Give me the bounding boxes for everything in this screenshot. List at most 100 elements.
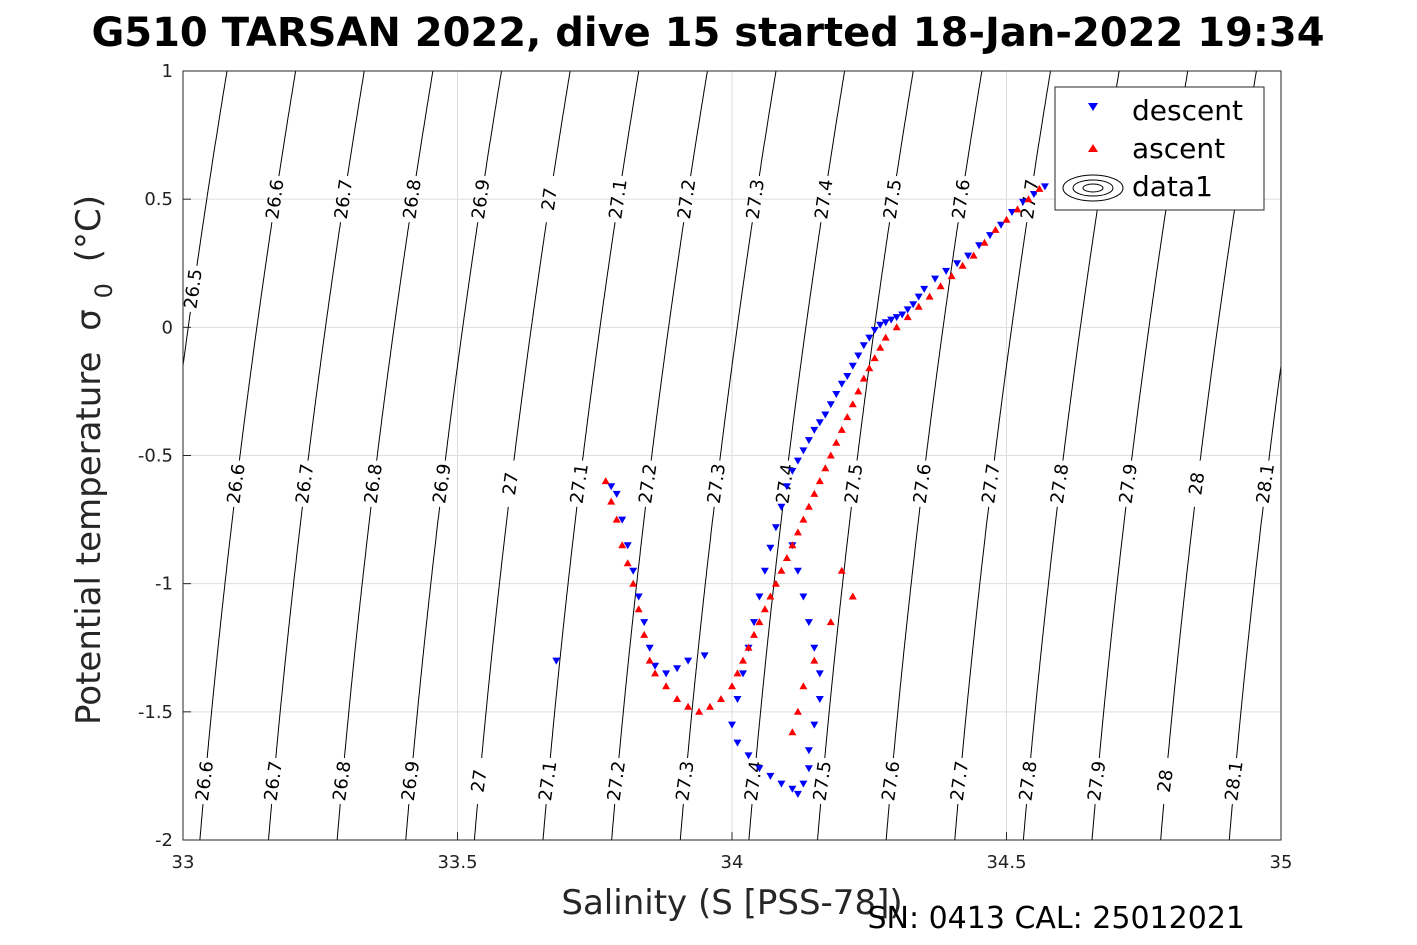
density-contour-label: 28: [1185, 471, 1209, 497]
density-contour-label: 26.9: [468, 178, 494, 221]
density-contour-line: [817, 71, 914, 840]
density-contour-labels: 26.6 26.7 26.8 26.9 27 27.1 27.2 27.3 27.4 27.5 27…: [180, 178, 1279, 802]
ascent-point: [607, 497, 616, 505]
density-contour-line: [336, 71, 434, 840]
density-contour-label: 28.1: [1221, 760, 1247, 803]
ascent-point: [799, 682, 808, 690]
descent-point: [629, 567, 638, 575]
descent-point: [953, 260, 962, 268]
ascent-point: [859, 374, 868, 382]
descent-point: [766, 544, 775, 552]
y-tick-label: -1.5: [138, 702, 173, 723]
density-contour-label: 26.8: [329, 760, 355, 803]
svg-text:Potential temperature σ: Potential temperature σ 0 (°C): [69, 195, 121, 725]
density-contour-label: 27.1: [535, 760, 561, 803]
density-contour-label: 27.5: [880, 178, 906, 221]
descent-point: [810, 644, 819, 652]
density-contour-label: 26.6: [192, 760, 218, 803]
y-axis-label: Potential temperature σ 0 (°C): [69, 195, 121, 725]
ascent-point: [1002, 215, 1011, 223]
ascent-point: [969, 251, 978, 259]
ascent-point: [876, 343, 885, 351]
descent-point: [931, 275, 940, 283]
descent-point: [645, 644, 654, 652]
descent-point: [848, 362, 857, 370]
data-points: [552, 183, 1049, 798]
descent-point: [700, 652, 709, 660]
ascent-point: [810, 656, 819, 664]
ascent-point: [634, 605, 643, 613]
density-contour-line: [954, 71, 1051, 840]
descent-point: [887, 316, 896, 324]
descent-point: [859, 342, 868, 350]
descent-point: [903, 306, 912, 314]
ascent-point: [843, 413, 852, 421]
descent-point: [739, 670, 747, 678]
density-contour-line: [1228, 361, 1281, 840]
descent-point: [634, 593, 643, 601]
ascent-point: [645, 656, 654, 664]
descent-point: [986, 232, 994, 240]
ascent-point: [799, 515, 808, 523]
descent-point: [733, 739, 742, 747]
descent-point: [782, 483, 791, 491]
descent-point: [799, 593, 808, 601]
density-contour-label: 27.9: [1116, 462, 1142, 505]
descent-point: [804, 619, 813, 627]
density-contour-line: [885, 71, 983, 840]
density-contour-label: 27.1: [567, 462, 593, 505]
y-tick-label: 0: [162, 317, 173, 338]
ascent-point: [629, 579, 638, 587]
ascent-point: [793, 528, 802, 536]
legend-box: [1054, 86, 1265, 211]
descent-point: [788, 785, 797, 793]
descent-point: [854, 352, 863, 360]
descent-point: [640, 619, 649, 627]
ascent-point: [837, 566, 846, 574]
descent-point: [755, 593, 764, 601]
ascent-point: [733, 669, 742, 677]
descent-point: [777, 780, 786, 788]
density-contour-label: 27.2: [635, 462, 661, 505]
x-tick-label: 33: [172, 852, 195, 873]
ascent-point: [793, 707, 802, 715]
y-tick-label: 0.5: [144, 189, 173, 210]
ascent-point: [651, 669, 660, 677]
density-contour-label: 27.3: [743, 178, 769, 221]
ascent-point: [771, 579, 780, 587]
x-tick-label: 34.5: [986, 852, 1026, 873]
descent-point: [826, 401, 835, 409]
density-contour-label: 26.7: [331, 178, 357, 221]
density-contour-label: 27.2: [674, 178, 700, 221]
descent-point: [750, 619, 758, 627]
density-contour-label: 27: [468, 768, 492, 794]
descent-point: [799, 447, 808, 455]
descent-point: [914, 293, 923, 301]
density-contour-label: 26.9: [429, 462, 455, 505]
density-contour-label: 27.3: [672, 760, 698, 803]
density-contour-line: [268, 71, 365, 840]
descent-point: [997, 221, 1005, 229]
ascent-point: [837, 425, 846, 433]
ascent-point: [821, 464, 830, 472]
descent-point: [837, 380, 846, 388]
descent-point: [552, 657, 561, 665]
legend-descent-marker: [1088, 103, 1098, 111]
descent-point: [815, 670, 824, 678]
descent-point: [651, 662, 660, 670]
descent-point: [815, 696, 824, 703]
ascent-point: [804, 502, 813, 510]
descent-point: [1029, 191, 1038, 198]
x-tick-label: 33.5: [437, 852, 477, 873]
ascent-point: [815, 477, 824, 485]
x-axis-label: Salinity (S [PSS-78]): [561, 883, 902, 923]
ascent-point: [777, 566, 786, 574]
x-tick-label: 34: [721, 852, 744, 873]
ascent-point: [739, 656, 747, 664]
descent-point: [1019, 198, 1027, 206]
legend: descent ascent data1: [1054, 86, 1265, 211]
y-tick-label: -1: [155, 574, 173, 595]
ascent-point: [788, 728, 797, 736]
descent-point: [909, 301, 918, 309]
